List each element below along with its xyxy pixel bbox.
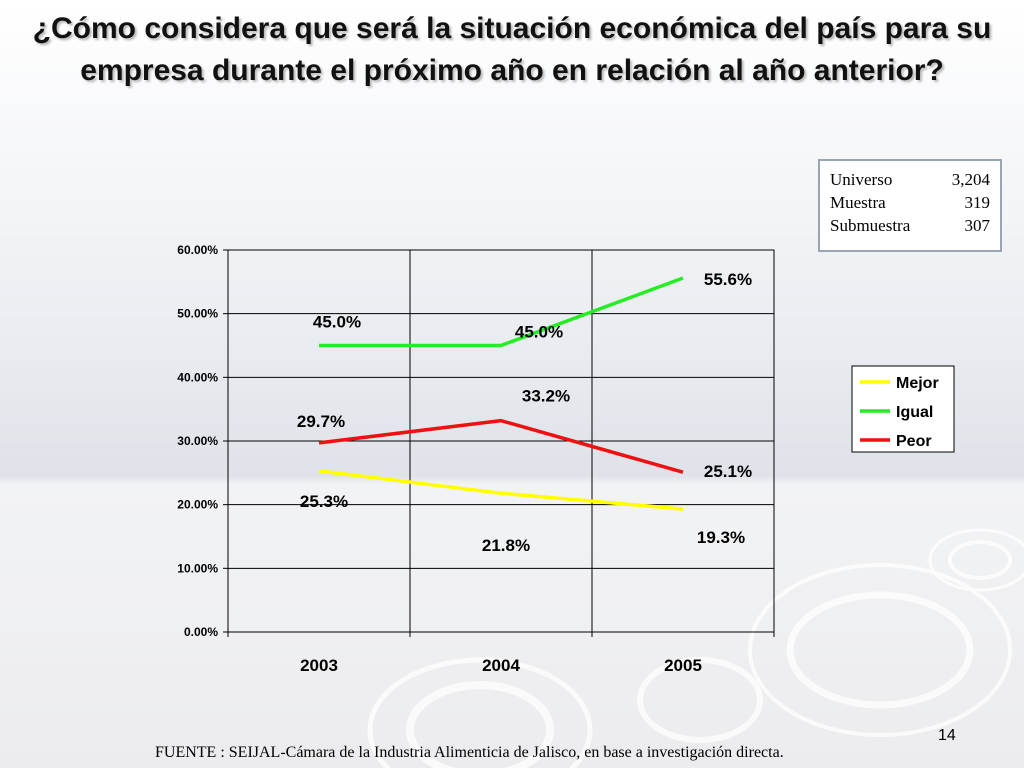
y-tick-label: 40.00% xyxy=(177,370,218,384)
y-tick-label: 50.00% xyxy=(177,307,218,321)
data-label: 29.7% xyxy=(297,412,345,431)
y-tick-label: 10.00% xyxy=(177,561,218,575)
info-row-muestra: Muestra 319 xyxy=(830,191,990,214)
data-label: 55.6% xyxy=(704,270,752,289)
legend-entry-mejor: Mejor xyxy=(896,375,939,392)
data-label: 25.1% xyxy=(704,462,752,481)
x-tick-label: 2003 xyxy=(300,656,338,675)
legend-entry-peor: Peor xyxy=(896,433,932,450)
info-label: Submuestra xyxy=(830,216,911,235)
data-label: 19.3% xyxy=(697,528,745,547)
series-line-igual xyxy=(319,276,684,348)
data-label: 25.3% xyxy=(300,492,348,511)
data-label: 45.0% xyxy=(515,323,563,342)
info-value: 307 xyxy=(964,216,991,235)
data-label: 33.2% xyxy=(522,387,570,406)
page-number: 14 xyxy=(938,727,956,744)
x-tick-label: 2005 xyxy=(664,656,702,675)
y-tick-label: 60.00% xyxy=(177,243,218,257)
series-line-mejor xyxy=(318,469,684,511)
info-value: 3,204 xyxy=(951,170,990,189)
info-label: Universo xyxy=(830,170,893,189)
data-label: 45.0% xyxy=(313,313,361,332)
sample-info-box: Universo 3,204 Muestra 319 Submuestra 30… xyxy=(818,159,1002,252)
info-row-submuestra: Submuestra 307 xyxy=(830,214,990,237)
info-value: 319 xyxy=(964,193,991,212)
info-row-universo: Universo 3,204 xyxy=(830,168,990,191)
y-tick-label: 20.00% xyxy=(177,498,218,512)
legend-entry-igual: Igual xyxy=(896,404,933,421)
y-tick-label: 30.00% xyxy=(177,434,218,448)
data-label: 21.8% xyxy=(482,536,530,555)
source-footer: FUENTE : SEIJAL-Cámara de la Industria A… xyxy=(155,744,784,761)
x-tick-label: 2004 xyxy=(482,656,520,675)
series-line-peor xyxy=(318,418,684,474)
info-label: Muestra xyxy=(830,193,886,212)
y-tick-label: 0.00% xyxy=(184,625,218,639)
page-title: ¿Cómo considera que será la situación ec… xyxy=(32,12,992,87)
